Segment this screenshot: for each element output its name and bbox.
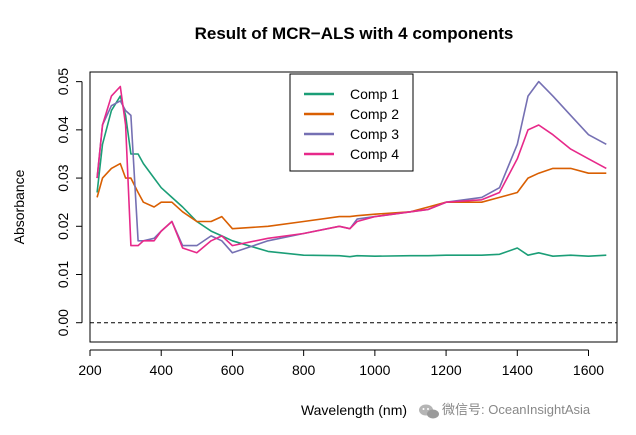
x-tick-label: 200: [78, 362, 102, 378]
series-line-comp-4: [96, 85, 607, 254]
x-tick-label: 600: [221, 362, 245, 378]
series-group: [96, 80, 607, 258]
x-axis: 200 400 600 800 1000 1200 1400 1600: [78, 349, 604, 378]
chart-title: Result of MCR−ALS with 4 components: [195, 24, 514, 43]
x-tick-label: 1400: [502, 362, 533, 378]
x-axis-label: Wavelength (nm): [301, 402, 407, 418]
watermark-text: 微信号: OceanInsightAsia: [442, 402, 591, 417]
y-tick-label: 0.02: [55, 212, 71, 239]
x-tick-label: 800: [292, 362, 316, 378]
legend-label-comp-3: Comp 3: [350, 126, 399, 142]
legend-label-comp-2: Comp 2: [350, 106, 399, 122]
legend-items: Comp 1 Comp 2 Comp 3 Comp 4: [304, 86, 399, 162]
y-tick-label: 0.05: [55, 68, 71, 95]
series-line-comp-2: [96, 162, 607, 230]
x-tick-label: 1600: [573, 362, 604, 378]
y-tick-label: 0.00: [55, 309, 71, 336]
series-line-comp-3: [96, 80, 607, 254]
x-tick-label: 1000: [359, 362, 390, 378]
x-tick-label: 400: [150, 362, 174, 378]
y-tick-label: 0.03: [55, 164, 71, 191]
y-axis-label: Absorbance: [11, 169, 27, 244]
x-tick-label: 1200: [431, 362, 462, 378]
wechat-icon: [419, 404, 439, 419]
watermark: 微信号: OceanInsightAsia: [419, 402, 591, 419]
y-tick-label: 0.01: [55, 261, 71, 288]
y-axis: 0.00 0.01 0.02 0.03 0.04 0.05: [55, 68, 83, 336]
legend-label-comp-4: Comp 4: [350, 146, 399, 162]
legend-label-comp-1: Comp 1: [350, 86, 399, 102]
legend: Comp 1 Comp 2 Comp 3 Comp 4: [289, 73, 414, 172]
series-line-comp-1: [96, 95, 607, 258]
plot-frame: [89, 71, 618, 343]
y-tick-label: 0.04: [55, 116, 71, 143]
